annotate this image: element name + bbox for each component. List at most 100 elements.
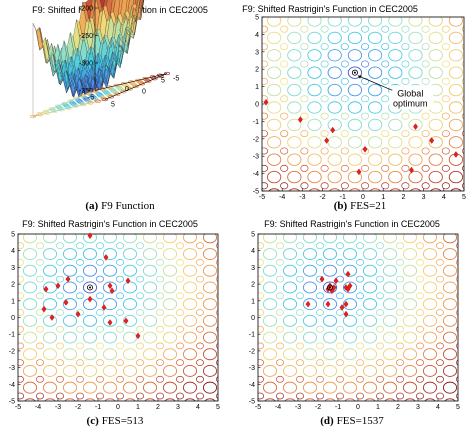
contour-ring-inner [376,309,384,316]
contour-ring-inner [236,410,243,416]
x-tick-label: 4 [436,404,440,411]
contour-ring-inner [436,259,444,266]
contour-ring-inner [421,112,430,120]
contour-ring [342,364,358,377]
contour-ring-inner [18,325,24,333]
contour-ring-inner [320,182,329,190]
contour-ring [122,381,138,394]
contour-ring-inner [280,182,289,190]
contour-ring [328,188,341,191]
contour-ring-inner [18,292,24,300]
x-tick-label: 2 [156,404,160,411]
contour-ring-inner [396,292,404,300]
contour-ring [202,364,218,377]
contour-ring-inner [18,275,24,283]
contour-ring-inner [280,60,289,68]
contour-ring-inner [280,43,289,51]
contour-ring-inner [56,209,63,215]
contour-ring [463,365,474,376]
y-tick-label: -3 [249,365,255,372]
contour-ring [444,398,456,401]
contour-ring [448,66,464,79]
contour-ring [227,171,240,182]
contour-ring [347,118,363,132]
contour-ring-inner [436,209,443,215]
contour-ring-inner [240,183,247,189]
contour-ring [282,264,298,277]
contour-ring [402,381,418,394]
contour-ring-inner [381,43,390,51]
contour-ring-inner [0,293,4,299]
contour-ring [342,264,358,277]
floor-contour-ring [30,114,36,119]
contour-ring-inner [456,342,458,349]
population-marker [343,300,349,308]
x-tick-label: 1 [376,404,380,411]
contour-ring-inner [262,77,269,85]
contour-ring-inner [421,130,430,138]
contour-ring-inner [36,359,44,366]
contour-ring-inner [456,209,463,215]
contour-ring [442,248,458,261]
contour-ring-inner [236,410,243,416]
x-tick-label: 0 [116,404,120,411]
contour-ring [42,331,58,344]
contour-ring [64,398,76,401]
contour-ring [429,188,442,191]
contour-ring-inner [401,164,410,172]
contour-ring-inner [236,326,243,332]
contour-ring [182,281,198,294]
contour-ring-inner [0,343,4,349]
contour-ring [287,31,302,45]
tick-group: -5 -4 -3 -2 -1 0 1 2 3 4 5 -5 -4 -3 -2 -1 0 1 2 3 4 5 [9,232,220,412]
contour-ring-inner [136,259,144,266]
contour-ring [327,49,342,62]
contour-ring [268,188,281,191]
contour-ring-inner [156,209,163,215]
contour-ring-inner [320,77,329,85]
global-optimum-marker [351,69,358,76]
y-tick-label: -2 [249,348,255,355]
contour-ring-inner [401,147,410,155]
contour-ring [368,83,383,97]
contour-ring-inner [376,292,384,300]
contour-ring-inner [258,259,264,266]
panel-b-caption: (b) FES=21 [334,200,387,212]
contour-ring [62,264,78,277]
panel-b-title: F9: Shifted Rastrigin's Function in CEC2… [242,4,418,14]
contour-ring [223,399,236,410]
contour-ring [389,206,402,217]
contour-ring [402,234,418,244]
contour-ring-inner [396,275,404,283]
contour-ring [303,416,316,427]
contour-ring [142,381,158,394]
contour-ring-inner [236,276,243,282]
contour-ring [42,248,58,261]
contour-ring-inner [356,309,364,316]
contour-ring-inner [300,95,309,103]
contour-ring [307,83,322,97]
contour-ring-inner [156,292,164,300]
contour-ring-inner [376,359,384,366]
contour-ring-inner [236,259,243,265]
contour-ring-inner [276,259,284,266]
contour-ring-inner [422,9,429,15]
y-tick-label: 5 [11,232,15,239]
contour-ring [223,299,236,310]
contour-ring [388,66,403,79]
contour-ring-inner [381,95,390,103]
contour-ring-inner [296,259,304,266]
contour-ring [142,281,158,294]
contour-ring [262,281,278,294]
contour-ring [469,189,474,200]
contour-ring [223,315,236,326]
contour-ring-inner [240,43,247,49]
contour-ring-inner [356,359,364,366]
contour-ring-inner [240,113,247,119]
contour-ring-inner [36,309,44,316]
contour-ring [162,248,178,261]
contour-ring [463,349,474,360]
contour-ring [422,298,438,311]
contour-ring-inner [381,164,390,172]
contour-ring [62,381,78,394]
